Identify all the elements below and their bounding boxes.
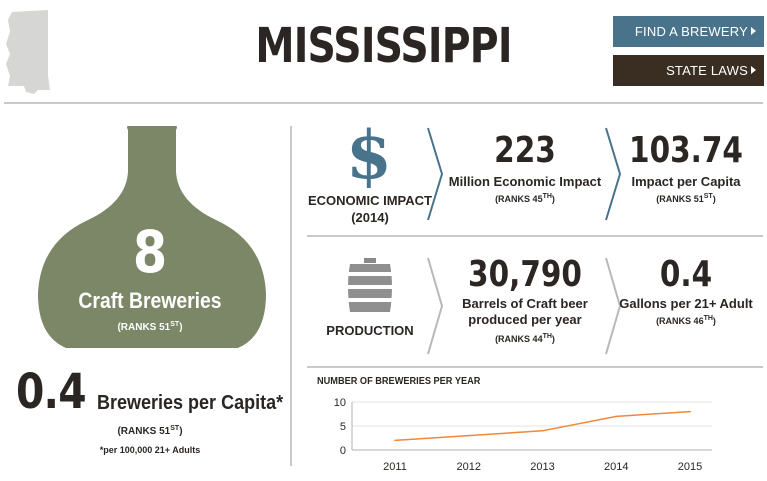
barrels-label: Barrels of Craft beer produced per year bbox=[462, 296, 588, 327]
column-divider bbox=[290, 126, 292, 466]
economic-impact-label-text: Million Economic Impact bbox=[448, 174, 602, 189]
row-divider bbox=[307, 366, 763, 368]
data-point bbox=[689, 410, 691, 413]
y-tick-label: 0 bbox=[340, 445, 346, 457]
brewery-rank: (RANKS 51ST) bbox=[117, 321, 183, 333]
gallons-label: Gallons per 21+ Adult bbox=[619, 296, 753, 311]
per-capita-footnote: *per 100,000 21+ Adults bbox=[99, 445, 201, 455]
production-label: PRODUCTION bbox=[326, 323, 414, 338]
chart-title: NUMBER OF BREWERIES PER YEAR bbox=[317, 376, 481, 387]
caret-right-icon bbox=[751, 66, 756, 74]
bottle-icon bbox=[38, 126, 266, 348]
x-tick-label: 2015 bbox=[678, 461, 702, 473]
breweries-per-capita-value: 0.4 bbox=[16, 364, 87, 420]
chevron-icon bbox=[605, 127, 622, 221]
gallons-value: 0.4 bbox=[659, 254, 713, 295]
economic-impact-label: ECONOMIC IMPACT (2014) bbox=[308, 193, 432, 225]
chevron-icon bbox=[427, 257, 444, 355]
brewery-count: 8 bbox=[132, 218, 168, 286]
data-point bbox=[467, 434, 470, 437]
brewery-count-label: Craft Breweries bbox=[78, 288, 222, 313]
breweries-per-year-chart: 0 5 10 2011 2012 2013 2014 2015 bbox=[334, 397, 712, 473]
impact-per-capita-value: 103.74 bbox=[629, 130, 743, 171]
impact-per-capita-label: Impact per Capita bbox=[631, 174, 741, 189]
x-tick-label: 2012 bbox=[457, 461, 481, 473]
x-tick-label: 2013 bbox=[530, 461, 554, 473]
breweries-per-capita-rank: (RANKS 51ST) bbox=[117, 425, 183, 437]
data-point bbox=[541, 430, 544, 432]
find-brewery-button[interactable]: FIND A BREWERY bbox=[613, 16, 764, 47]
breweries-per-capita-label: Breweries per Capita* bbox=[97, 392, 284, 414]
header-divider bbox=[4, 102, 763, 104]
y-tick-label: 5 bbox=[340, 421, 346, 433]
economic-impact-rank: (RANKS 45TH) bbox=[495, 193, 555, 204]
economic-impact-value: 223 bbox=[494, 130, 556, 171]
impact-per-capita-rank: (RANKS 51ST) bbox=[656, 193, 716, 204]
state-map-icon bbox=[6, 10, 50, 94]
gallons-rank: (RANKS 46TH) bbox=[656, 315, 716, 326]
page-title: MISSISSIPPI bbox=[255, 18, 512, 74]
x-tick-label: 2011 bbox=[383, 461, 407, 473]
keg-icon bbox=[346, 258, 394, 312]
chevron-icon bbox=[427, 127, 444, 221]
find-brewery-label: FIND A BREWERY bbox=[634, 24, 748, 39]
state-laws-label: STATE LAWS bbox=[666, 63, 748, 78]
data-point bbox=[394, 439, 396, 442]
x-tick-label: 2014 bbox=[604, 461, 628, 473]
dollar-icon: $ bbox=[346, 116, 392, 194]
chevron-icon bbox=[605, 257, 622, 355]
barrels-rank: (RANKS 44TH) bbox=[495, 333, 555, 344]
barrels-value: 30,790 bbox=[468, 254, 582, 295]
data-point bbox=[615, 415, 618, 418]
y-tick-label: 10 bbox=[334, 397, 346, 409]
caret-right-icon bbox=[751, 27, 756, 35]
row-divider bbox=[307, 235, 763, 237]
state-laws-button[interactable]: STATE LAWS bbox=[613, 55, 764, 86]
